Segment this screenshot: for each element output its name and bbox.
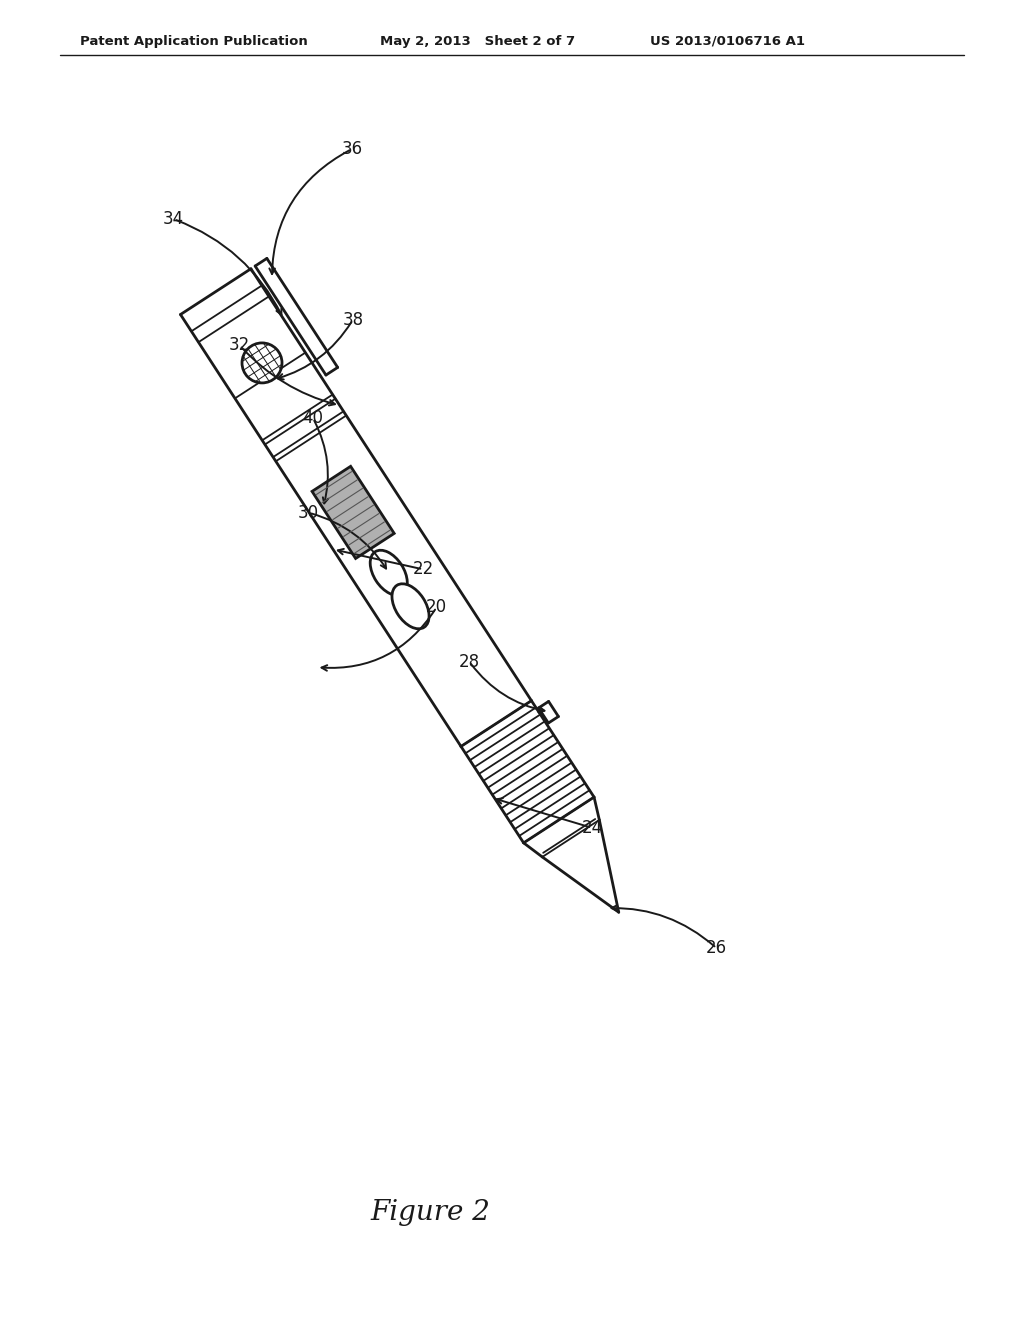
Text: 26: 26: [706, 940, 727, 957]
Text: 22: 22: [413, 560, 433, 578]
Text: 30: 30: [298, 504, 319, 521]
Text: 24: 24: [582, 818, 602, 837]
Polygon shape: [312, 466, 394, 558]
Text: May 2, 2013   Sheet 2 of 7: May 2, 2013 Sheet 2 of 7: [380, 36, 575, 48]
Ellipse shape: [371, 550, 408, 595]
Text: 36: 36: [341, 140, 362, 158]
Text: 38: 38: [342, 310, 364, 329]
Text: Patent Application Publication: Patent Application Publication: [80, 36, 308, 48]
Text: US 2013/0106716 A1: US 2013/0106716 A1: [650, 36, 805, 48]
Ellipse shape: [392, 583, 429, 628]
Text: Figure 2: Figure 2: [370, 1199, 489, 1225]
Text: 32: 32: [229, 337, 250, 355]
Text: 20: 20: [426, 598, 447, 616]
Text: 28: 28: [459, 652, 480, 671]
Text: 34: 34: [163, 210, 184, 228]
Circle shape: [242, 343, 282, 383]
Text: 40: 40: [302, 409, 324, 428]
